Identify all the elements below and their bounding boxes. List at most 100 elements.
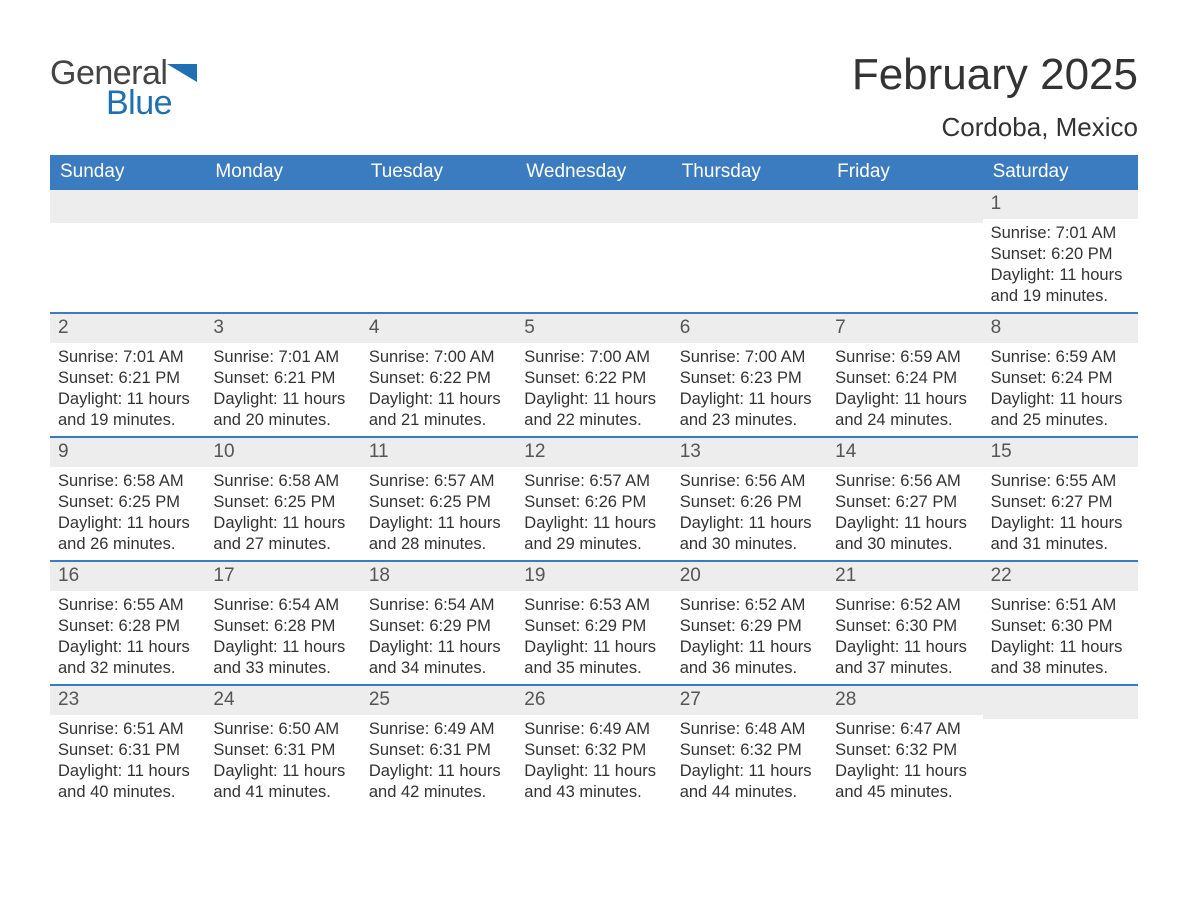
week-row: 2Sunrise: 7:01 AMSunset: 6:21 PMDaylight… [50, 312, 1138, 436]
sunrise-text: Sunrise: 6:50 AM [213, 719, 352, 740]
sunrise-text: Sunrise: 6:52 AM [835, 595, 974, 616]
dow-saturday: Saturday [983, 155, 1138, 190]
sunrise-text: Sunrise: 6:57 AM [524, 471, 663, 492]
daylight-text: and 35 minutes. [524, 658, 663, 679]
day-details: Sunrise: 6:54 AMSunset: 6:29 PMDaylight:… [361, 591, 516, 683]
sunrise-text: Sunrise: 6:56 AM [680, 471, 819, 492]
day-details: Sunrise: 7:01 AMSunset: 6:21 PMDaylight:… [50, 343, 205, 435]
day-details: Sunrise: 6:59 AMSunset: 6:24 PMDaylight:… [827, 343, 982, 435]
day-details: Sunrise: 6:47 AMSunset: 6:32 PMDaylight:… [827, 715, 982, 807]
day-details: Sunrise: 6:58 AMSunset: 6:25 PMDaylight:… [205, 467, 360, 559]
day-cell: 10Sunrise: 6:58 AMSunset: 6:25 PMDayligh… [205, 438, 360, 560]
sunset-text: Sunset: 6:31 PM [213, 740, 352, 761]
day-cell: 12Sunrise: 6:57 AMSunset: 6:26 PMDayligh… [516, 438, 671, 560]
day-cell: 19Sunrise: 6:53 AMSunset: 6:29 PMDayligh… [516, 562, 671, 684]
daylight-text: Daylight: 11 hours [58, 389, 197, 410]
page: General Blue February 2025 Cordoba, Mexi… [0, 0, 1188, 848]
daylight-text: Daylight: 11 hours [58, 761, 197, 782]
day-cell: 23Sunrise: 6:51 AMSunset: 6:31 PMDayligh… [50, 686, 205, 808]
day-number: 25 [361, 686, 516, 715]
day-cell: 3Sunrise: 7:01 AMSunset: 6:21 PMDaylight… [205, 314, 360, 436]
sunrise-text: Sunrise: 6:49 AM [524, 719, 663, 740]
day-details: Sunrise: 6:59 AMSunset: 6:24 PMDaylight:… [983, 343, 1138, 435]
day-number: 10 [205, 438, 360, 467]
day-cell: 4Sunrise: 7:00 AMSunset: 6:22 PMDaylight… [361, 314, 516, 436]
brand-text: General Blue [50, 56, 197, 124]
sunset-text: Sunset: 6:24 PM [835, 368, 974, 389]
day-cell-empty [205, 190, 360, 312]
day-details: Sunrise: 6:55 AMSunset: 6:28 PMDaylight:… [50, 591, 205, 683]
day-details: Sunrise: 6:51 AMSunset: 6:31 PMDaylight:… [50, 715, 205, 807]
dow-thursday: Thursday [672, 155, 827, 190]
brand-word2: Blue [106, 86, 172, 120]
day-number: 6 [672, 314, 827, 343]
day-number [516, 190, 671, 223]
daylight-text: and 22 minutes. [524, 410, 663, 431]
daylight-text: and 41 minutes. [213, 782, 352, 803]
daylight-text: and 30 minutes. [835, 534, 974, 555]
sunset-text: Sunset: 6:21 PM [58, 368, 197, 389]
sunset-text: Sunset: 6:29 PM [680, 616, 819, 637]
day-cell: 5Sunrise: 7:00 AMSunset: 6:22 PMDaylight… [516, 314, 671, 436]
sunrise-text: Sunrise: 6:47 AM [835, 719, 974, 740]
sunrise-text: Sunrise: 7:01 AM [58, 347, 197, 368]
day-details: Sunrise: 6:58 AMSunset: 6:25 PMDaylight:… [50, 467, 205, 559]
day-cell: 6Sunrise: 7:00 AMSunset: 6:23 PMDaylight… [672, 314, 827, 436]
daylight-text: Daylight: 11 hours [680, 389, 819, 410]
day-cell: 1Sunrise: 7:01 AMSunset: 6:20 PMDaylight… [983, 190, 1138, 312]
day-cell: 18Sunrise: 6:54 AMSunset: 6:29 PMDayligh… [361, 562, 516, 684]
daylight-text: Daylight: 11 hours [369, 513, 508, 534]
sunrise-text: Sunrise: 7:01 AM [991, 223, 1130, 244]
daylight-text: Daylight: 11 hours [835, 389, 974, 410]
daylight-text: Daylight: 11 hours [524, 389, 663, 410]
day-cell: 17Sunrise: 6:54 AMSunset: 6:28 PMDayligh… [205, 562, 360, 684]
day-number: 16 [50, 562, 205, 591]
day-number: 12 [516, 438, 671, 467]
day-number: 14 [827, 438, 982, 467]
day-number: 2 [50, 314, 205, 343]
day-details: Sunrise: 6:52 AMSunset: 6:29 PMDaylight:… [672, 591, 827, 683]
day-number [361, 190, 516, 223]
dow-friday: Friday [827, 155, 982, 190]
daylight-text: Daylight: 11 hours [524, 513, 663, 534]
daylight-text: Daylight: 11 hours [213, 761, 352, 782]
daylight-text: Daylight: 11 hours [524, 761, 663, 782]
day-cell: 27Sunrise: 6:48 AMSunset: 6:32 PMDayligh… [672, 686, 827, 808]
sunset-text: Sunset: 6:28 PM [58, 616, 197, 637]
day-cell: 15Sunrise: 6:55 AMSunset: 6:27 PMDayligh… [983, 438, 1138, 560]
day-number: 21 [827, 562, 982, 591]
sunset-text: Sunset: 6:32 PM [835, 740, 974, 761]
day-details: Sunrise: 6:56 AMSunset: 6:27 PMDaylight:… [827, 467, 982, 559]
daylight-text: Daylight: 11 hours [835, 513, 974, 534]
day-details: Sunrise: 6:56 AMSunset: 6:26 PMDaylight:… [672, 467, 827, 559]
daylight-text: and 25 minutes. [991, 410, 1130, 431]
daylight-text: Daylight: 11 hours [991, 389, 1130, 410]
sunrise-text: Sunrise: 6:53 AM [524, 595, 663, 616]
daylight-text: Daylight: 11 hours [680, 513, 819, 534]
day-cell: 20Sunrise: 6:52 AMSunset: 6:29 PMDayligh… [672, 562, 827, 684]
daylight-text: Daylight: 11 hours [991, 637, 1130, 658]
day-details: Sunrise: 6:49 AMSunset: 6:31 PMDaylight:… [361, 715, 516, 807]
sunrise-text: Sunrise: 7:00 AM [524, 347, 663, 368]
day-number [50, 190, 205, 223]
day-number: 20 [672, 562, 827, 591]
sunrise-text: Sunrise: 6:58 AM [58, 471, 197, 492]
sunset-text: Sunset: 6:31 PM [58, 740, 197, 761]
sunset-text: Sunset: 6:29 PM [524, 616, 663, 637]
sunset-text: Sunset: 6:29 PM [369, 616, 508, 637]
daylight-text: Daylight: 11 hours [58, 513, 197, 534]
day-cell: 11Sunrise: 6:57 AMSunset: 6:25 PMDayligh… [361, 438, 516, 560]
daylight-text: Daylight: 11 hours [991, 265, 1130, 286]
day-cell: 22Sunrise: 6:51 AMSunset: 6:30 PMDayligh… [983, 562, 1138, 684]
day-details: Sunrise: 7:01 AMSunset: 6:20 PMDaylight:… [983, 219, 1138, 311]
day-cell: 24Sunrise: 6:50 AMSunset: 6:31 PMDayligh… [205, 686, 360, 808]
day-details: Sunrise: 6:55 AMSunset: 6:27 PMDaylight:… [983, 467, 1138, 559]
sunset-text: Sunset: 6:22 PM [369, 368, 508, 389]
day-number: 27 [672, 686, 827, 715]
sunset-text: Sunset: 6:28 PM [213, 616, 352, 637]
weeks-container: 1Sunrise: 7:01 AMSunset: 6:20 PMDaylight… [50, 190, 1138, 808]
daylight-text: and 19 minutes. [58, 410, 197, 431]
sunrise-text: Sunrise: 7:00 AM [369, 347, 508, 368]
day-cell: 8Sunrise: 6:59 AMSunset: 6:24 PMDaylight… [983, 314, 1138, 436]
day-number: 22 [983, 562, 1138, 591]
